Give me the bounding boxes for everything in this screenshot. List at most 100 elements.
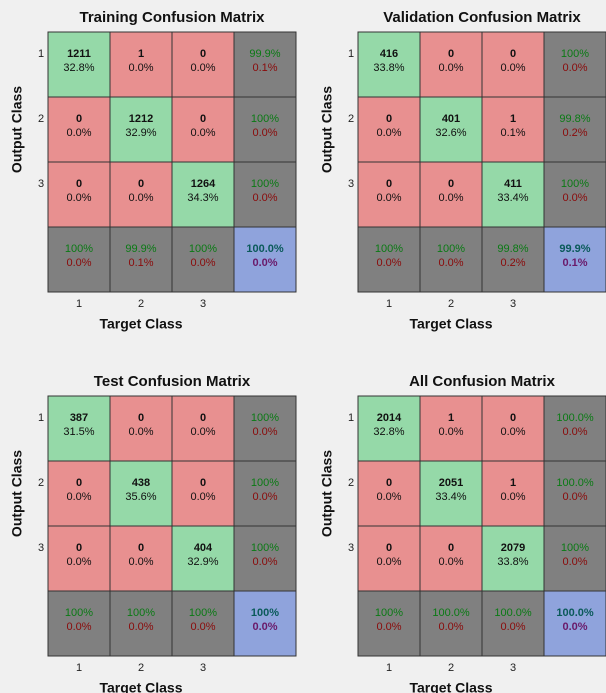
cell-value: 99.8% [559, 113, 590, 125]
cell-value: 100.0% [246, 243, 284, 255]
cell-percent: 33.4% [435, 491, 466, 503]
cell-percent: 0.0% [252, 192, 277, 204]
cell-percent: 33.8% [373, 62, 404, 74]
cell-value: 99.8% [497, 243, 528, 255]
cell-value: 0 [200, 412, 206, 424]
cell-value: 100.0% [494, 607, 532, 619]
cell-value: 0 [386, 113, 392, 125]
cell-value: 2051 [439, 477, 463, 489]
matrix-cell [357, 525, 421, 592]
cell-percent: 0.0% [500, 621, 525, 633]
matrix-cell [357, 395, 421, 462]
y-tick-label: 3 [348, 178, 354, 190]
matrix-cell [233, 460, 297, 527]
matrix-cell [109, 590, 173, 657]
matrix-title: Validation Confusion Matrix [383, 9, 581, 26]
matrix-cell [233, 161, 297, 228]
cell-value: 100% [561, 178, 589, 190]
cell-percent: 0.0% [252, 556, 277, 568]
matrix-cell [481, 161, 545, 228]
cell-value: 0 [386, 178, 392, 190]
y-tick-label: 2 [348, 113, 354, 125]
cell-value: 1211 [67, 48, 91, 60]
cell-percent: 0.0% [252, 426, 277, 438]
cell-value: 0 [448, 178, 454, 190]
x-axis-label: Target Class [410, 316, 493, 332]
matrix-cell [233, 226, 297, 293]
x-tick-label: 1 [386, 662, 392, 674]
cell-value: 100% [251, 542, 279, 554]
cell-percent: 0.1% [500, 127, 525, 139]
cell-percent: 0.0% [128, 556, 153, 568]
cell-percent: 0.0% [438, 192, 463, 204]
y-tick-label: 1 [348, 48, 354, 60]
cell-percent: 0.0% [376, 192, 401, 204]
cell-value: 411 [504, 178, 522, 190]
cell-value: 100% [251, 113, 279, 125]
cell-value: 100% [561, 542, 589, 554]
matrix-cell [171, 31, 235, 98]
cell-value: 438 [132, 477, 150, 489]
cell-percent: 0.0% [252, 491, 277, 503]
cell-value: 0 [76, 113, 82, 125]
cell-percent: 34.3% [187, 192, 218, 204]
matrix-cell [481, 31, 545, 98]
cell-percent: 0.0% [66, 491, 91, 503]
cell-value: 404 [194, 542, 213, 554]
cell-value: 0 [76, 542, 82, 554]
cell-percent: 0.0% [66, 192, 91, 204]
cell-percent: 0.0% [376, 127, 401, 139]
cell-value: 0 [200, 113, 206, 125]
cell-percent: 0.0% [562, 426, 587, 438]
matrix-title: Test Confusion Matrix [94, 373, 251, 390]
x-tick-label: 1 [76, 298, 82, 310]
cell-percent: 0.0% [66, 127, 91, 139]
cell-value: 100% [251, 607, 279, 619]
matrix-cell [357, 31, 421, 98]
matrix-cell [543, 31, 606, 98]
cell-value: 100% [127, 607, 155, 619]
matrix-cell [109, 226, 173, 293]
cell-percent: 0.0% [376, 257, 401, 269]
matrix-cell [419, 395, 483, 462]
cell-percent: 0.0% [190, 491, 215, 503]
cell-percent: 0.0% [190, 127, 215, 139]
cell-value: 100% [251, 178, 279, 190]
cell-percent: 0.0% [438, 556, 463, 568]
cell-value: 0 [386, 477, 392, 489]
y-axis-label: Output Class [9, 450, 25, 537]
x-tick-label: 3 [200, 298, 206, 310]
cell-percent: 0.0% [376, 556, 401, 568]
cell-value: 100.0% [556, 412, 594, 424]
matrix-cell [419, 460, 483, 527]
cell-percent: 0.0% [66, 556, 91, 568]
cell-value: 100% [65, 607, 93, 619]
cell-percent: 0.0% [190, 257, 215, 269]
cell-value: 0 [448, 48, 454, 60]
cell-percent: 0.0% [190, 621, 215, 633]
cell-value: 100% [251, 477, 279, 489]
cell-value: 0 [510, 412, 516, 424]
y-tick-label: 2 [348, 477, 354, 489]
matrix-cell [481, 96, 545, 163]
cell-value: 100% [561, 48, 589, 60]
matrix-cell [233, 395, 297, 462]
cell-value: 0 [200, 48, 206, 60]
cell-value: 100% [251, 412, 279, 424]
matrix-cell [109, 31, 173, 98]
cell-value: 99.9% [125, 243, 156, 255]
cell-percent: 0.2% [500, 257, 525, 269]
matrix-cell [357, 590, 421, 657]
cell-percent: 0.0% [376, 621, 401, 633]
matrix-cell [357, 161, 421, 228]
cell-percent: 0.0% [252, 127, 277, 139]
matrix-cell [109, 96, 173, 163]
cell-value: 1212 [129, 113, 153, 125]
y-axis-label: Output Class [319, 86, 335, 173]
matrix-cell [543, 590, 606, 657]
matrix-cell [543, 161, 606, 228]
cell-percent: 0.2% [562, 127, 587, 139]
y-tick-label: 3 [38, 542, 44, 554]
cell-percent: 0.0% [562, 621, 587, 633]
